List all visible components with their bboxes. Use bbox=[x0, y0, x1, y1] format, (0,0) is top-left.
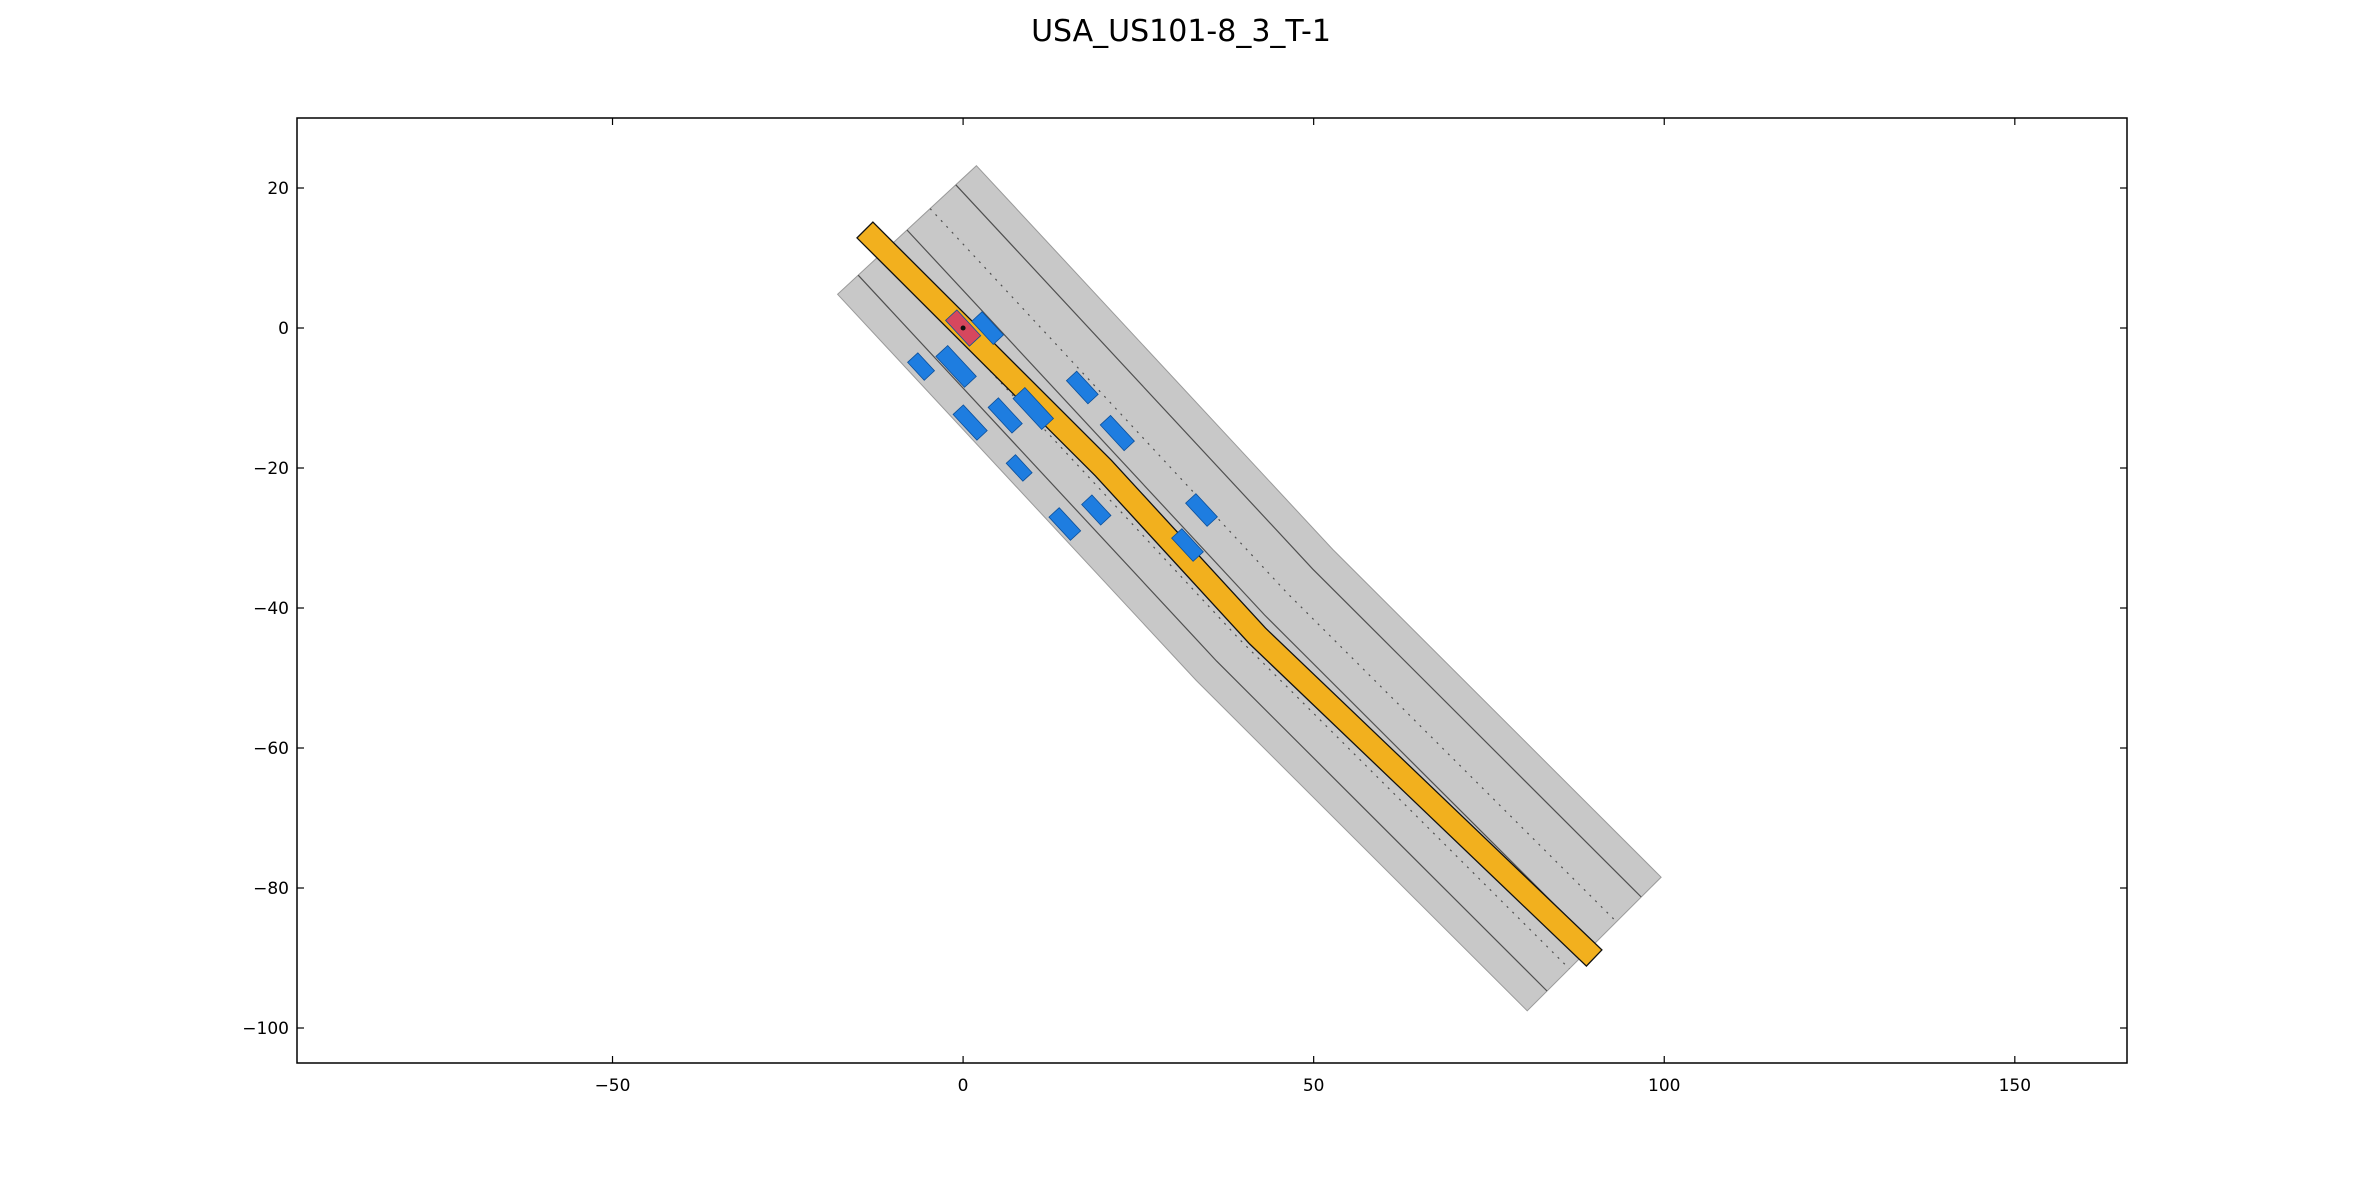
road-surface bbox=[836, 164, 1662, 1012]
y-tick-label: 0 bbox=[278, 319, 289, 339]
lane-line bbox=[955, 184, 1642, 898]
x-tick-label: 150 bbox=[1999, 1076, 2031, 1096]
obstacle-vehicle bbox=[1065, 370, 1099, 405]
y-tick-label: −60 bbox=[253, 739, 289, 759]
axes-frame bbox=[296, 117, 2128, 1064]
ego-marker bbox=[960, 325, 966, 331]
y-tick-label: −80 bbox=[253, 879, 289, 899]
road-layer bbox=[836, 164, 1662, 1012]
obstacle-vehicle bbox=[1171, 528, 1204, 562]
obstacle-vehicle bbox=[1012, 387, 1055, 430]
obstacle-vehicle bbox=[1099, 414, 1135, 452]
x-tick-label: 100 bbox=[1648, 1076, 1680, 1096]
obstacle-vehicle bbox=[907, 352, 936, 381]
vehicle-layer bbox=[907, 309, 1218, 562]
obstacle-vehicle bbox=[1185, 493, 1218, 527]
obstacle-vehicle bbox=[952, 404, 988, 441]
lane-line bbox=[906, 229, 1595, 945]
obstacle-vehicle bbox=[1005, 454, 1033, 482]
y-tick-label: 20 bbox=[267, 179, 289, 199]
obstacle-vehicle bbox=[1081, 494, 1112, 526]
y-tick-label: −100 bbox=[242, 1019, 289, 1039]
obstacle-vehicle bbox=[935, 344, 977, 388]
y-tick-label: −20 bbox=[253, 459, 289, 479]
obstacle-vehicle bbox=[971, 311, 1005, 345]
lane-line bbox=[857, 274, 1548, 992]
x-tick-label: −50 bbox=[595, 1076, 631, 1096]
plot-title: USA_US101-8_3_T-1 bbox=[1031, 14, 1331, 49]
y-tick-label: −40 bbox=[253, 599, 289, 619]
obstacle-vehicle bbox=[987, 397, 1023, 434]
x-tick-label: 0 bbox=[958, 1076, 969, 1096]
obstacle-vehicle bbox=[1048, 507, 1082, 541]
x-tick-label: 50 bbox=[1303, 1076, 1325, 1096]
